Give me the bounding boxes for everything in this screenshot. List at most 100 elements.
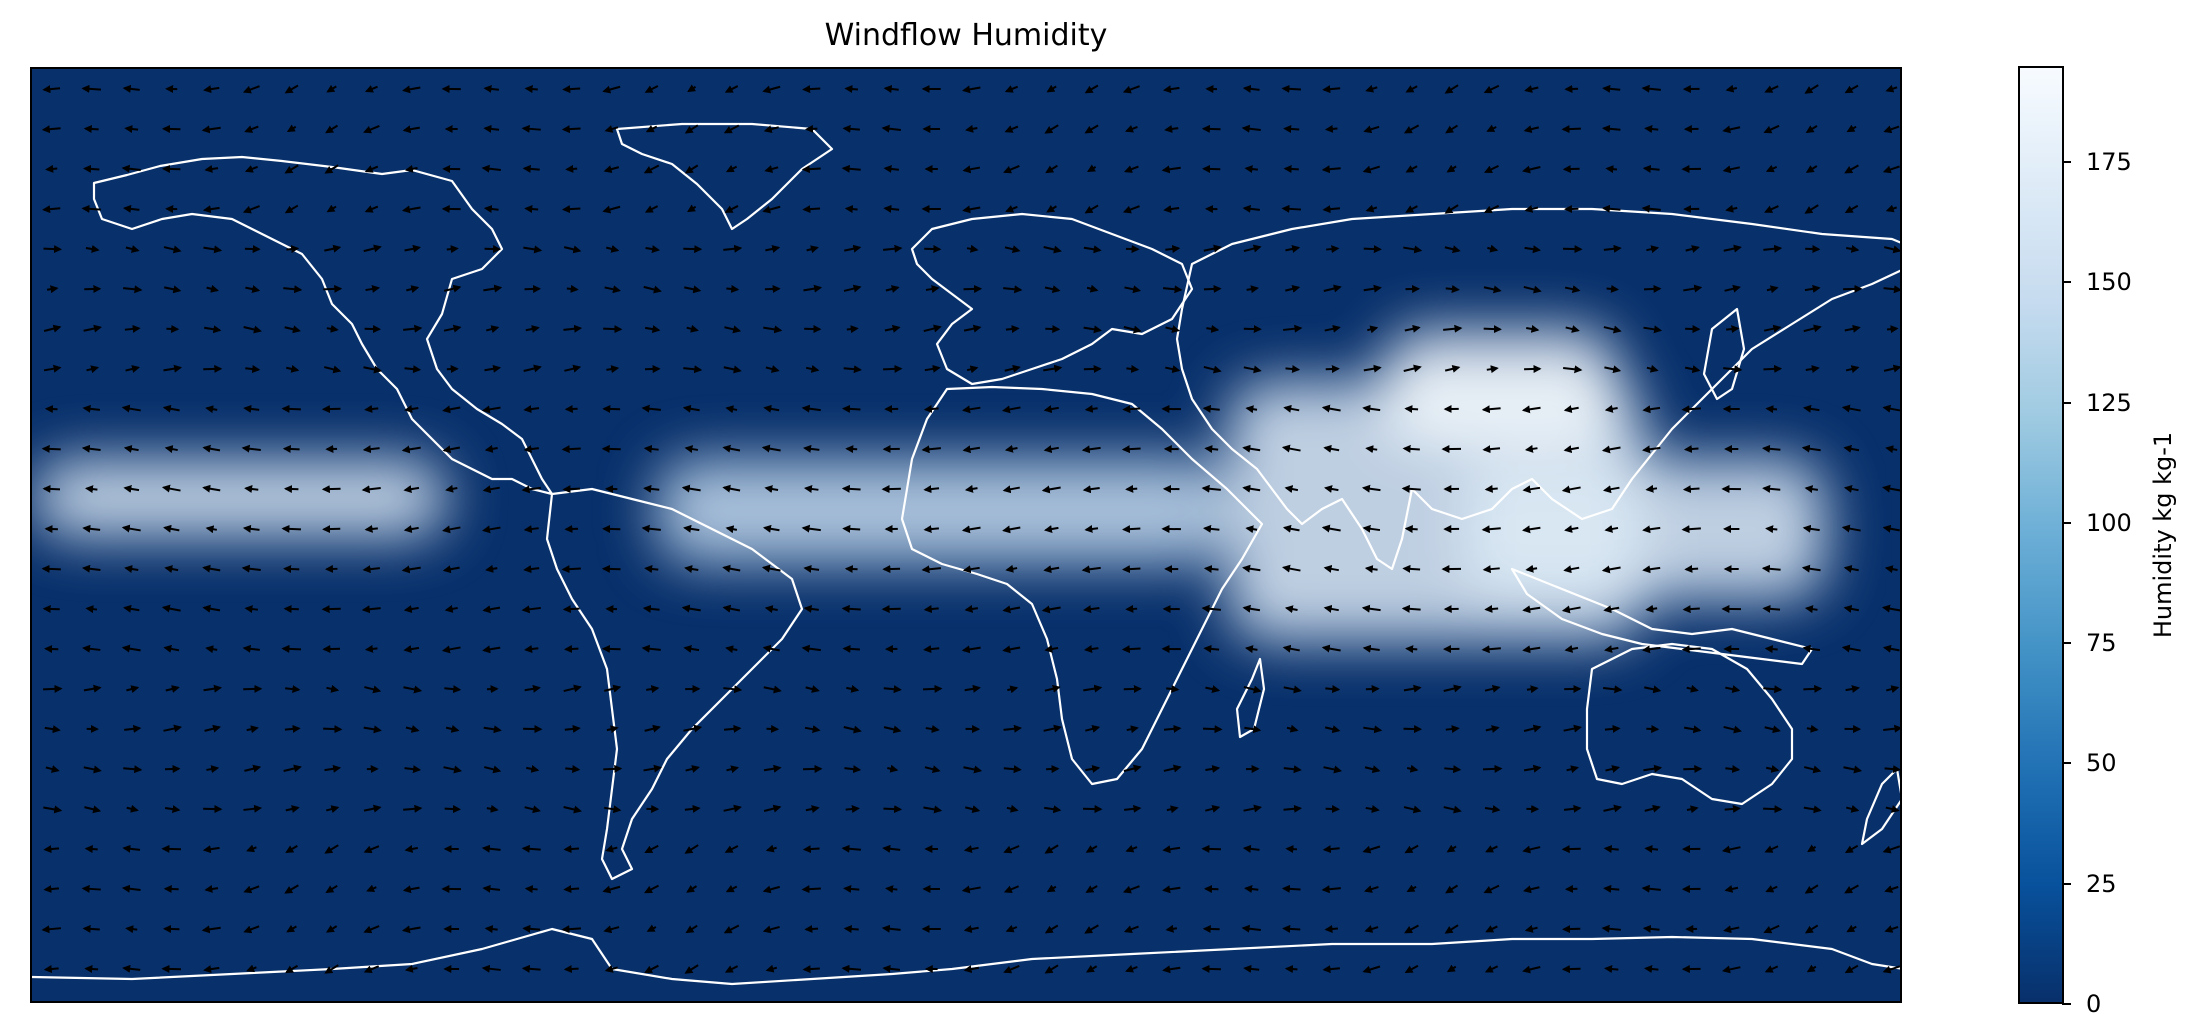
wind-arrow: [646, 685, 660, 694]
wind-arrow: [284, 325, 301, 334]
wind-arrow: [1763, 685, 1783, 694]
wind-arrow: [1481, 645, 1501, 654]
wind-arrow: [326, 684, 340, 693]
wind-arrow: [242, 524, 260, 533]
wind-arrow: [161, 604, 181, 613]
wind-arrow: [1484, 805, 1501, 814]
wind-arrow: [1202, 164, 1221, 173]
wind-arrow: [1205, 804, 1221, 813]
wind-arrow: [482, 525, 501, 534]
wind-arrow: [1846, 124, 1857, 133]
wind-arrow: [1044, 805, 1062, 814]
wind-arrow: [1084, 84, 1099, 94]
wind-arrow: [883, 204, 900, 213]
wind-arrow: [844, 85, 859, 94]
wind-arrow: [324, 365, 342, 374]
colorbar-tick-label: 175: [2086, 148, 2132, 177]
wind-arrow: [684, 804, 701, 813]
wind-arrow: [323, 284, 343, 293]
wind-arrow: [1005, 564, 1018, 573]
wind-arrow: [283, 485, 299, 493]
wind-arrow: [204, 724, 221, 733]
wind-arrow: [363, 125, 380, 134]
wind-arrow: [1804, 924, 1819, 934]
wind-arrow: [1764, 645, 1778, 654]
wind-arrow: [1563, 445, 1580, 454]
wind-arrow: [485, 325, 500, 333]
wind-arrow: [85, 485, 98, 494]
wind-arrow: [481, 964, 501, 973]
wind-arrow: [1083, 245, 1102, 254]
wind-arrow: [963, 845, 979, 853]
wind-arrow: [1281, 204, 1302, 213]
coastline-indonesia: [1510, 567, 1814, 666]
wind-arrow: [82, 644, 101, 653]
wind-arrow: [285, 844, 298, 854]
wind-arrow: [1162, 85, 1180, 94]
wind-arrow: [1801, 564, 1821, 573]
wind-arrow: [1444, 924, 1459, 934]
coastline-asia: [1175, 207, 1900, 571]
wind-arrow: [1201, 844, 1221, 853]
coastline-africa: [900, 385, 1264, 786]
wind-arrow: [1603, 804, 1623, 813]
wind-arrow: [1007, 685, 1019, 694]
wind-arrow: [321, 405, 341, 414]
wind-arrow: [1121, 645, 1141, 654]
wind-arrow: [882, 964, 901, 973]
wind-arrow: [1242, 484, 1261, 493]
wind-arrow: [403, 645, 420, 654]
wind-arrow: [1363, 284, 1382, 293]
wind-arrow: [1444, 364, 1461, 373]
wind-arrow: [725, 884, 738, 893]
wind-arrow: [1367, 325, 1379, 334]
wind-arrow: [644, 964, 659, 974]
wind-arrow: [161, 964, 181, 973]
wind-arrow: [1805, 365, 1820, 373]
wind-arrow: [1561, 845, 1581, 854]
wind-arrow: [42, 604, 60, 613]
wind-arrow: [1403, 245, 1423, 254]
wind-arrow: [363, 845, 380, 854]
wind-arrow: [763, 804, 782, 813]
wind-arrow: [604, 805, 622, 814]
colorbar-tick-label: 125: [2086, 388, 2132, 417]
wind-arrow: [565, 765, 581, 774]
wind-arrow: [1522, 485, 1541, 494]
wind-arrow: [1526, 324, 1540, 333]
wind-arrow: [1283, 685, 1302, 694]
wind-arrow: [1601, 924, 1621, 933]
wind-arrow: [1565, 325, 1580, 333]
wind-arrow: [1084, 124, 1099, 134]
wind-arrow: [1321, 165, 1341, 174]
wind-arrow: [563, 245, 582, 254]
map-panel: [30, 67, 1902, 1003]
wind-arrow: [1243, 964, 1260, 973]
wind-arrow: [1201, 124, 1221, 133]
wind-arrow: [1325, 365, 1340, 374]
wind-arrow: [1643, 325, 1663, 334]
wind-arrow: [1244, 725, 1262, 734]
wind-arrow: [523, 565, 540, 574]
wind-arrow: [1326, 245, 1340, 254]
wind-vectors: [41, 84, 1900, 974]
wind-arrow: [524, 684, 541, 693]
wind-arrow: [644, 724, 661, 733]
wind-arrow: [883, 805, 903, 814]
wind-arrow: [442, 445, 461, 454]
wind-arrow: [241, 444, 261, 453]
wind-arrow: [82, 404, 100, 413]
wind-arrow: [1604, 404, 1618, 413]
wind-arrow: [762, 644, 780, 653]
wind-arrow: [883, 84, 899, 93]
wind-arrow: [325, 884, 338, 894]
wind-arrow: [883, 685, 902, 694]
wind-arrow: [1323, 765, 1342, 774]
wind-arrow: [1281, 564, 1301, 573]
wind-arrow: [1523, 724, 1542, 733]
wind-arrow: [525, 325, 540, 333]
wind-arrow: [163, 524, 180, 533]
wind-arrow: [1166, 684, 1180, 693]
wind-arrow: [843, 924, 859, 933]
wind-arrow: [723, 365, 742, 374]
